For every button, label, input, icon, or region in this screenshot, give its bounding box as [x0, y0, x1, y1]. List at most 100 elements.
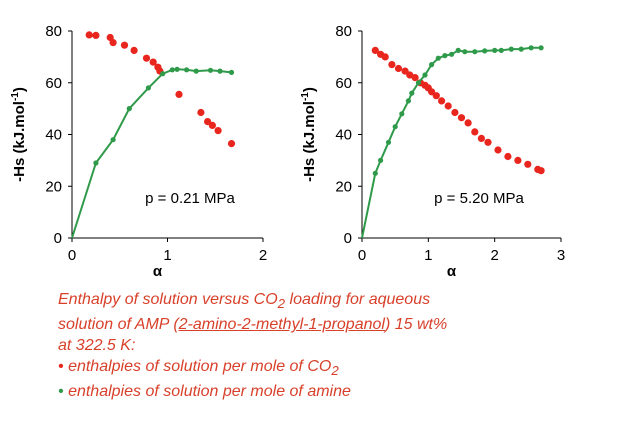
amine-point — [482, 48, 488, 54]
co2-point — [130, 46, 138, 55]
caption-text-1b: loading for aqueous — [285, 291, 431, 308]
amine-point — [160, 71, 166, 77]
co2-point — [85, 31, 93, 39]
amine-point — [385, 139, 392, 145]
x-tick-label: 1 — [163, 247, 171, 264]
amine-point — [228, 69, 235, 75]
amine-point — [422, 72, 428, 78]
y-tick-label: 80 — [45, 23, 62, 40]
legend-amine-bullet-icon: • — [58, 383, 64, 401]
amine-point — [508, 46, 514, 52]
amine-point — [372, 170, 378, 176]
amine-point — [518, 46, 524, 52]
y-tick-label: 0 — [54, 230, 62, 247]
co2-point — [451, 108, 459, 117]
amine-point — [399, 111, 405, 117]
co2-point — [471, 128, 479, 136]
co2-point — [204, 118, 212, 126]
caption-text-2a: solution of AMP ( — [58, 316, 179, 334]
amine-point — [174, 66, 180, 72]
amine-point — [429, 62, 435, 68]
x-axis-title: α — [153, 263, 163, 280]
co2-point — [477, 134, 485, 142]
amine-point — [435, 55, 441, 61]
series-amine — [361, 45, 544, 239]
amine-point — [528, 45, 534, 51]
co2-point — [109, 39, 117, 47]
co2-point — [197, 108, 205, 117]
x-tick-label: 0 — [358, 247, 366, 264]
caption-line-2: solution of AMP (2-amino-2-methyl-1-prop… — [58, 314, 618, 335]
co2-point — [175, 90, 183, 98]
co2-point — [494, 146, 502, 154]
amine-point — [184, 67, 190, 73]
amine-point — [538, 45, 544, 51]
x-tick-label: 3 — [557, 247, 565, 264]
co2-point — [388, 61, 396, 69]
co2-point — [457, 114, 466, 122]
caption-amp-name: 2-amino-2-methyl-1-propanol — [178, 316, 385, 334]
pressure-annotation: p = 0.21 MPa — [145, 190, 235, 207]
y-tick-label: 80 — [335, 23, 352, 40]
x-axis-title: α — [447, 263, 457, 280]
co2-point — [214, 127, 222, 135]
amine-point — [207, 67, 214, 73]
amine-point — [415, 80, 421, 86]
amine-trend-line — [71, 68, 232, 239]
legend-co2-label: enthalpies of solution per mole of CO — [68, 358, 332, 376]
co2-point — [504, 152, 512, 161]
co2-point — [208, 121, 216, 129]
caption-text-1a: Enthalpy of solution versus CO — [58, 291, 278, 308]
amine-point — [472, 49, 478, 55]
y-tick-label: 40 — [335, 127, 352, 144]
co2-point — [537, 167, 545, 175]
series-amine — [71, 66, 235, 239]
x-tick-label: 2 — [490, 247, 498, 264]
amine-point — [498, 47, 504, 54]
amine-point — [449, 51, 455, 57]
co2-point — [484, 138, 492, 146]
co2-point — [411, 74, 419, 82]
x-tick-label: 0 — [68, 247, 76, 264]
y-axis-title: -Hs (kJ.mol-1) — [10, 87, 28, 182]
amine-point — [93, 160, 99, 166]
legend-co2-sub: 2 — [331, 363, 339, 379]
co2-point — [394, 64, 403, 73]
co2-point — [444, 102, 452, 110]
caption-line-3: at 322.5 K: — [58, 335, 618, 356]
co2-point — [514, 156, 522, 164]
caption-line-1: Enthalpy of solution versus CO2 loading … — [58, 289, 618, 314]
co2-point — [142, 54, 151, 62]
amine-point — [492, 47, 498, 54]
caption-text-2b: ) 15 wt% — [384, 316, 448, 334]
amine-point — [126, 106, 132, 112]
legend-amine: • enthalpies of solution per mole of ami… — [58, 381, 618, 402]
amine-point — [169, 67, 175, 73]
amine-point — [110, 137, 116, 143]
y-tick-label: 60 — [45, 75, 62, 92]
pressure-annotation: p = 5.20 MPa — [434, 190, 524, 207]
caption-text-3: at 322.5 K: — [58, 337, 136, 355]
amine-point — [462, 49, 468, 55]
co2-point — [120, 41, 129, 49]
amine-point — [217, 68, 223, 74]
series-co2 — [85, 31, 236, 148]
amine-point — [409, 90, 415, 96]
amine-point — [392, 124, 398, 130]
y-tick-label: 40 — [45, 127, 62, 144]
amine-point — [405, 98, 411, 104]
chart-p520: 0 20 40 60 80 0 1 2 3 -Hs (kJ.mol-1) α p = 5.20 MPa — [300, 23, 565, 280]
co2-point — [227, 140, 236, 148]
y-axis-title: -Hs (kJ.mol-1) — [300, 87, 318, 182]
y-tick-label: 20 — [45, 178, 62, 195]
amine-point — [193, 68, 199, 74]
co2-point — [432, 92, 440, 100]
legend-amine-label: enthalpies of solution per mole of amine — [68, 383, 351, 401]
x-tick-label: 2 — [259, 247, 267, 264]
co2-point — [464, 119, 472, 127]
y-tick-label: 0 — [344, 230, 352, 247]
figure-caption: Enthalpy of solution versus CO 2 loading … — [58, 289, 618, 402]
amine-point — [378, 157, 384, 163]
co2-point — [381, 53, 389, 61]
